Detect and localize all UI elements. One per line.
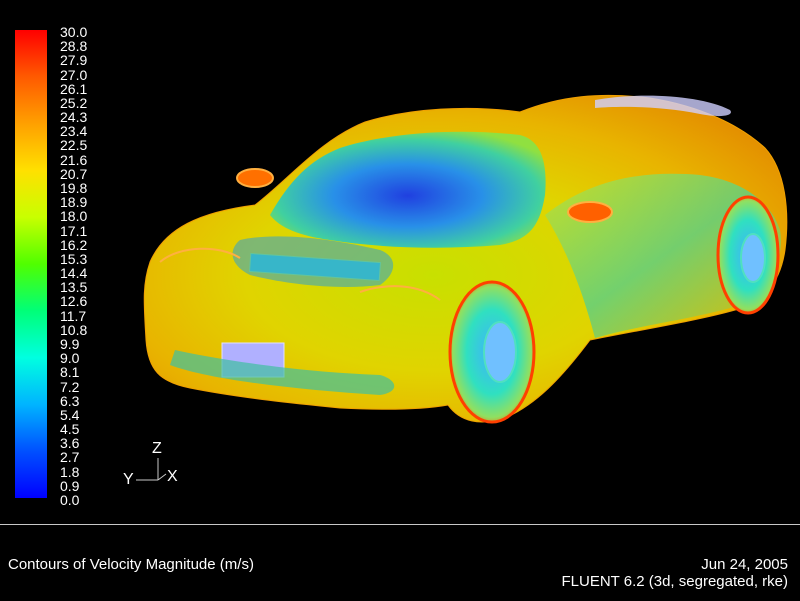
hood-flow-region [232,236,394,287]
right-mirror [567,201,613,223]
color-scale-tick-label: 0.0 [60,492,80,508]
color-scale-tick-label: 9.0 [60,350,80,367]
color-scale-tick-label: 27.0 [60,66,88,83]
axis-x-label: X [167,468,178,485]
color-scale-tick-label: 5.4 [60,406,80,423]
color-scale-tick-label: 18.9 [60,194,88,211]
color-scale-tick-label: 20.7 [60,165,88,182]
color-scale-tick-label: 15.3 [60,250,88,267]
color-scale-tick-label: 17.1 [60,222,88,239]
color-scale-tick-label: 10.8 [60,321,88,338]
color-scale-tick-label: 28.8 [60,38,88,55]
coordinate-axes-triad: Z Y X [118,438,188,498]
color-scale-tick-label: 1.8 [60,463,80,480]
solver-info: FLUENT 6.2 (3d, segregated, rke) [561,573,789,590]
car-contour-model[interactable] [0,0,800,524]
color-scale-tick-label: 25.2 [60,94,88,111]
rear-wheel-hub [740,233,766,283]
front-grille [170,350,395,395]
date-stamp: Jun 24, 2005 [701,556,788,573]
color-scale-bar [15,30,47,498]
color-scale-tick-label: 21.6 [60,151,88,168]
color-scale-tick-label: 27.9 [60,52,88,69]
plot-caption: Contours of Velocity Magnitude (m/s) [8,556,254,573]
windshield [270,131,546,248]
axis-y-label: Y [123,471,134,488]
color-scale-tick-label: 18.0 [60,208,88,225]
color-scale-tick-label: 30.0 [60,24,88,40]
color-scale-tick-label: 24.3 [60,109,88,126]
color-scale-tick-label: 22.5 [60,137,88,154]
color-scale-tick-label: 4.5 [60,421,80,438]
roof-edge [595,95,731,117]
left-headlight [159,247,241,263]
color-scale-tick-label: 16.2 [60,236,88,253]
axes-lines [136,458,167,481]
color-scale-tick-label: 3.6 [60,435,80,452]
color-scale-tick-label: 23.4 [60,123,88,140]
info-footer: Contours of Velocity Magnitude (m/s) Jun… [0,524,800,601]
color-scale-tick-label: 11.7 [60,307,87,324]
color-scale-tick-label: 26.1 [60,80,88,97]
color-scale-tick-label: 13.5 [60,279,88,296]
color-scale-tick-label: 12.6 [60,293,88,310]
color-scale-tick-label: 2.7 [60,449,80,466]
front-wheel-hub [483,321,517,383]
color-scale-tick-label: 9.9 [60,336,80,352]
color-scale-tick-label: 19.8 [60,180,88,196]
axis-z-label: Z [152,440,162,457]
color-scale-tick-label: 6.3 [60,392,80,409]
color-scale-tick-label: 8.1 [60,364,80,381]
color-scale-tick-label: 0.9 [60,477,80,494]
right-headlight [359,285,441,301]
color-scale-tick-label: 7.2 [60,378,80,395]
graphics-viewport[interactable]: 30.0 28.8 27.9 27.0 26.1 25.2 24.3 23.4 22.5 21.6… [0,0,800,524]
left-mirror [236,168,274,188]
color-scale-tick-label: 14.4 [60,265,88,282]
